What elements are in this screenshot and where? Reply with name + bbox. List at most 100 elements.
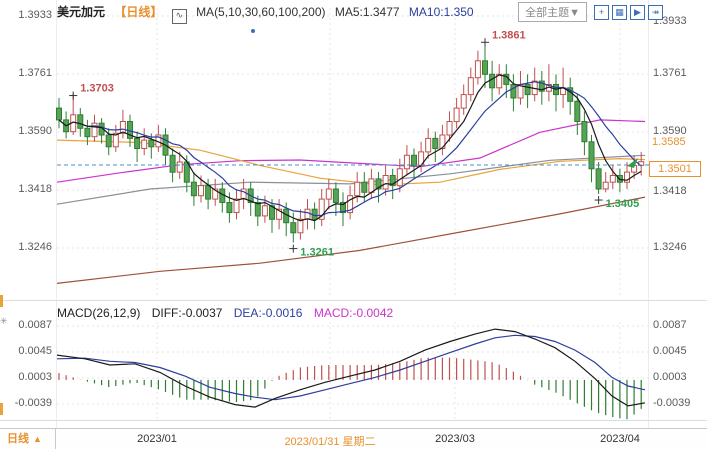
candle-up bbox=[403, 154, 410, 170]
scroll-right-icon[interactable]: ▶ bbox=[630, 4, 645, 20]
dea-line bbox=[56, 334, 646, 401]
candle-down bbox=[482, 60, 488, 75]
marker-dot bbox=[251, 29, 255, 33]
candle-down bbox=[588, 141, 595, 170]
candle-up bbox=[602, 181, 609, 190]
macd-title[interactable]: MACD(26,12,9) bbox=[57, 306, 141, 320]
date-label: 2023/01 bbox=[137, 433, 177, 445]
candle-down bbox=[510, 84, 517, 99]
candle-down bbox=[574, 100, 581, 123]
symbol-name[interactable]: 美元加元 bbox=[57, 5, 106, 19]
candle-down bbox=[389, 175, 396, 187]
time-axis-bar: 日线 ▲ 2023/01 2023/01/31 星期二 2023/03 2023/04 bbox=[0, 428, 707, 449]
theme-selector-button[interactable]: 全部主题▼ bbox=[518, 2, 587, 22]
candle-down bbox=[538, 80, 545, 92]
candle-down bbox=[56, 107, 62, 121]
candle-down bbox=[105, 134, 112, 148]
axis-scroll-marker-bottom[interactable] bbox=[0, 403, 3, 415]
price-annotation: 1.3703 bbox=[80, 83, 114, 95]
candle-down bbox=[361, 181, 368, 193]
candle-up bbox=[119, 121, 126, 134]
period-tag[interactable]: 【日线】 bbox=[114, 5, 163, 19]
candle-up bbox=[261, 205, 268, 217]
indicator-window-icon[interactable]: ▦ bbox=[612, 4, 627, 20]
candle-up bbox=[198, 185, 204, 197]
period-selector[interactable]: 日线 ▲ bbox=[0, 429, 56, 449]
candle-down bbox=[148, 139, 155, 148]
candle-down bbox=[332, 188, 339, 203]
candle-up bbox=[233, 198, 240, 214]
axis-scroll-marker-top[interactable] bbox=[0, 295, 3, 307]
candle-down bbox=[581, 121, 588, 143]
ma200-line bbox=[56, 196, 646, 284]
candle-down bbox=[254, 202, 261, 217]
price-annotation: 1.3261 bbox=[300, 247, 334, 259]
candle-up bbox=[141, 139, 148, 150]
candle-down bbox=[226, 202, 233, 214]
candle-down bbox=[375, 178, 382, 190]
candle-down bbox=[524, 84, 531, 96]
candle-down bbox=[290, 222, 297, 234]
candle-up bbox=[368, 178, 375, 193]
candle-down bbox=[77, 114, 84, 129]
triangle-up-icon: ▲ bbox=[33, 434, 42, 444]
candle-down bbox=[411, 154, 417, 166]
candle-down bbox=[134, 137, 141, 149]
date-label: 2023/04 bbox=[600, 433, 640, 445]
candle-down bbox=[269, 205, 275, 220]
ma-settings-label[interactable]: MA(5,10,30,60,100,200) bbox=[196, 5, 326, 19]
candle-up bbox=[439, 134, 446, 149]
chart-header: 美元加元 【日线】 ∿ MA(5,10,30,60,100,200) MA5:1… bbox=[57, 3, 480, 24]
ma30-line bbox=[56, 154, 646, 205]
candle-down bbox=[190, 181, 197, 197]
crosshair-icon[interactable]: + bbox=[594, 4, 609, 20]
candle-up bbox=[396, 168, 403, 187]
macd-header: MACD(26,12,9) DIFF:-0.0037 DEA:-0.0016 M… bbox=[57, 306, 401, 320]
page-forward-icon[interactable]: ↠ bbox=[648, 4, 663, 20]
ma10-line bbox=[58, 81, 642, 217]
candle-down bbox=[340, 202, 346, 214]
header-controls: 全部主题▼ + ▦ ▶ ↠ bbox=[518, 2, 663, 22]
candle-up bbox=[276, 208, 283, 220]
indicator-icon[interactable]: ∿ bbox=[171, 9, 187, 24]
candle-up bbox=[624, 171, 630, 183]
candle-up bbox=[325, 188, 332, 200]
date-label: 2023/03 bbox=[435, 433, 475, 445]
candle-up bbox=[467, 77, 474, 96]
price-annotation: 1.3405 bbox=[606, 198, 640, 210]
ma-price-label: 1.3585 bbox=[652, 136, 686, 148]
ma100-line bbox=[56, 119, 646, 183]
candle-up bbox=[496, 73, 503, 89]
ma5-value-label: MA5:1.3477 bbox=[334, 5, 400, 19]
candle-up bbox=[212, 188, 219, 200]
candle-down bbox=[84, 127, 91, 138]
candle-down bbox=[169, 154, 176, 173]
candle-up bbox=[460, 94, 467, 109]
candle-down bbox=[432, 137, 439, 149]
period-label: 日线 bbox=[7, 433, 29, 445]
candle-down bbox=[489, 73, 496, 89]
candle-up bbox=[474, 60, 481, 79]
candle-up bbox=[446, 121, 453, 136]
candle-up bbox=[425, 137, 432, 153]
candle-up bbox=[91, 122, 98, 138]
candle-up bbox=[176, 161, 183, 173]
macd-diff-value: DIFF:-0.0037 bbox=[151, 306, 223, 320]
candle-up bbox=[609, 175, 616, 183]
candle-down bbox=[205, 185, 212, 200]
macd-dea-value: DEA:-0.0016 bbox=[233, 306, 303, 320]
candle-up bbox=[297, 218, 304, 234]
diff-line bbox=[56, 328, 646, 408]
candle-up bbox=[318, 198, 325, 220]
candle-up bbox=[453, 107, 460, 123]
indicator-settings-icon[interactable]: ✳ bbox=[0, 316, 8, 326]
candle-up bbox=[304, 208, 311, 220]
candle-up bbox=[382, 175, 389, 190]
price-annotation: 1.3861 bbox=[492, 29, 526, 41]
candle-up bbox=[112, 132, 119, 148]
candle-up bbox=[354, 181, 361, 197]
candle-up bbox=[240, 188, 247, 200]
ma5-line bbox=[58, 74, 642, 222]
